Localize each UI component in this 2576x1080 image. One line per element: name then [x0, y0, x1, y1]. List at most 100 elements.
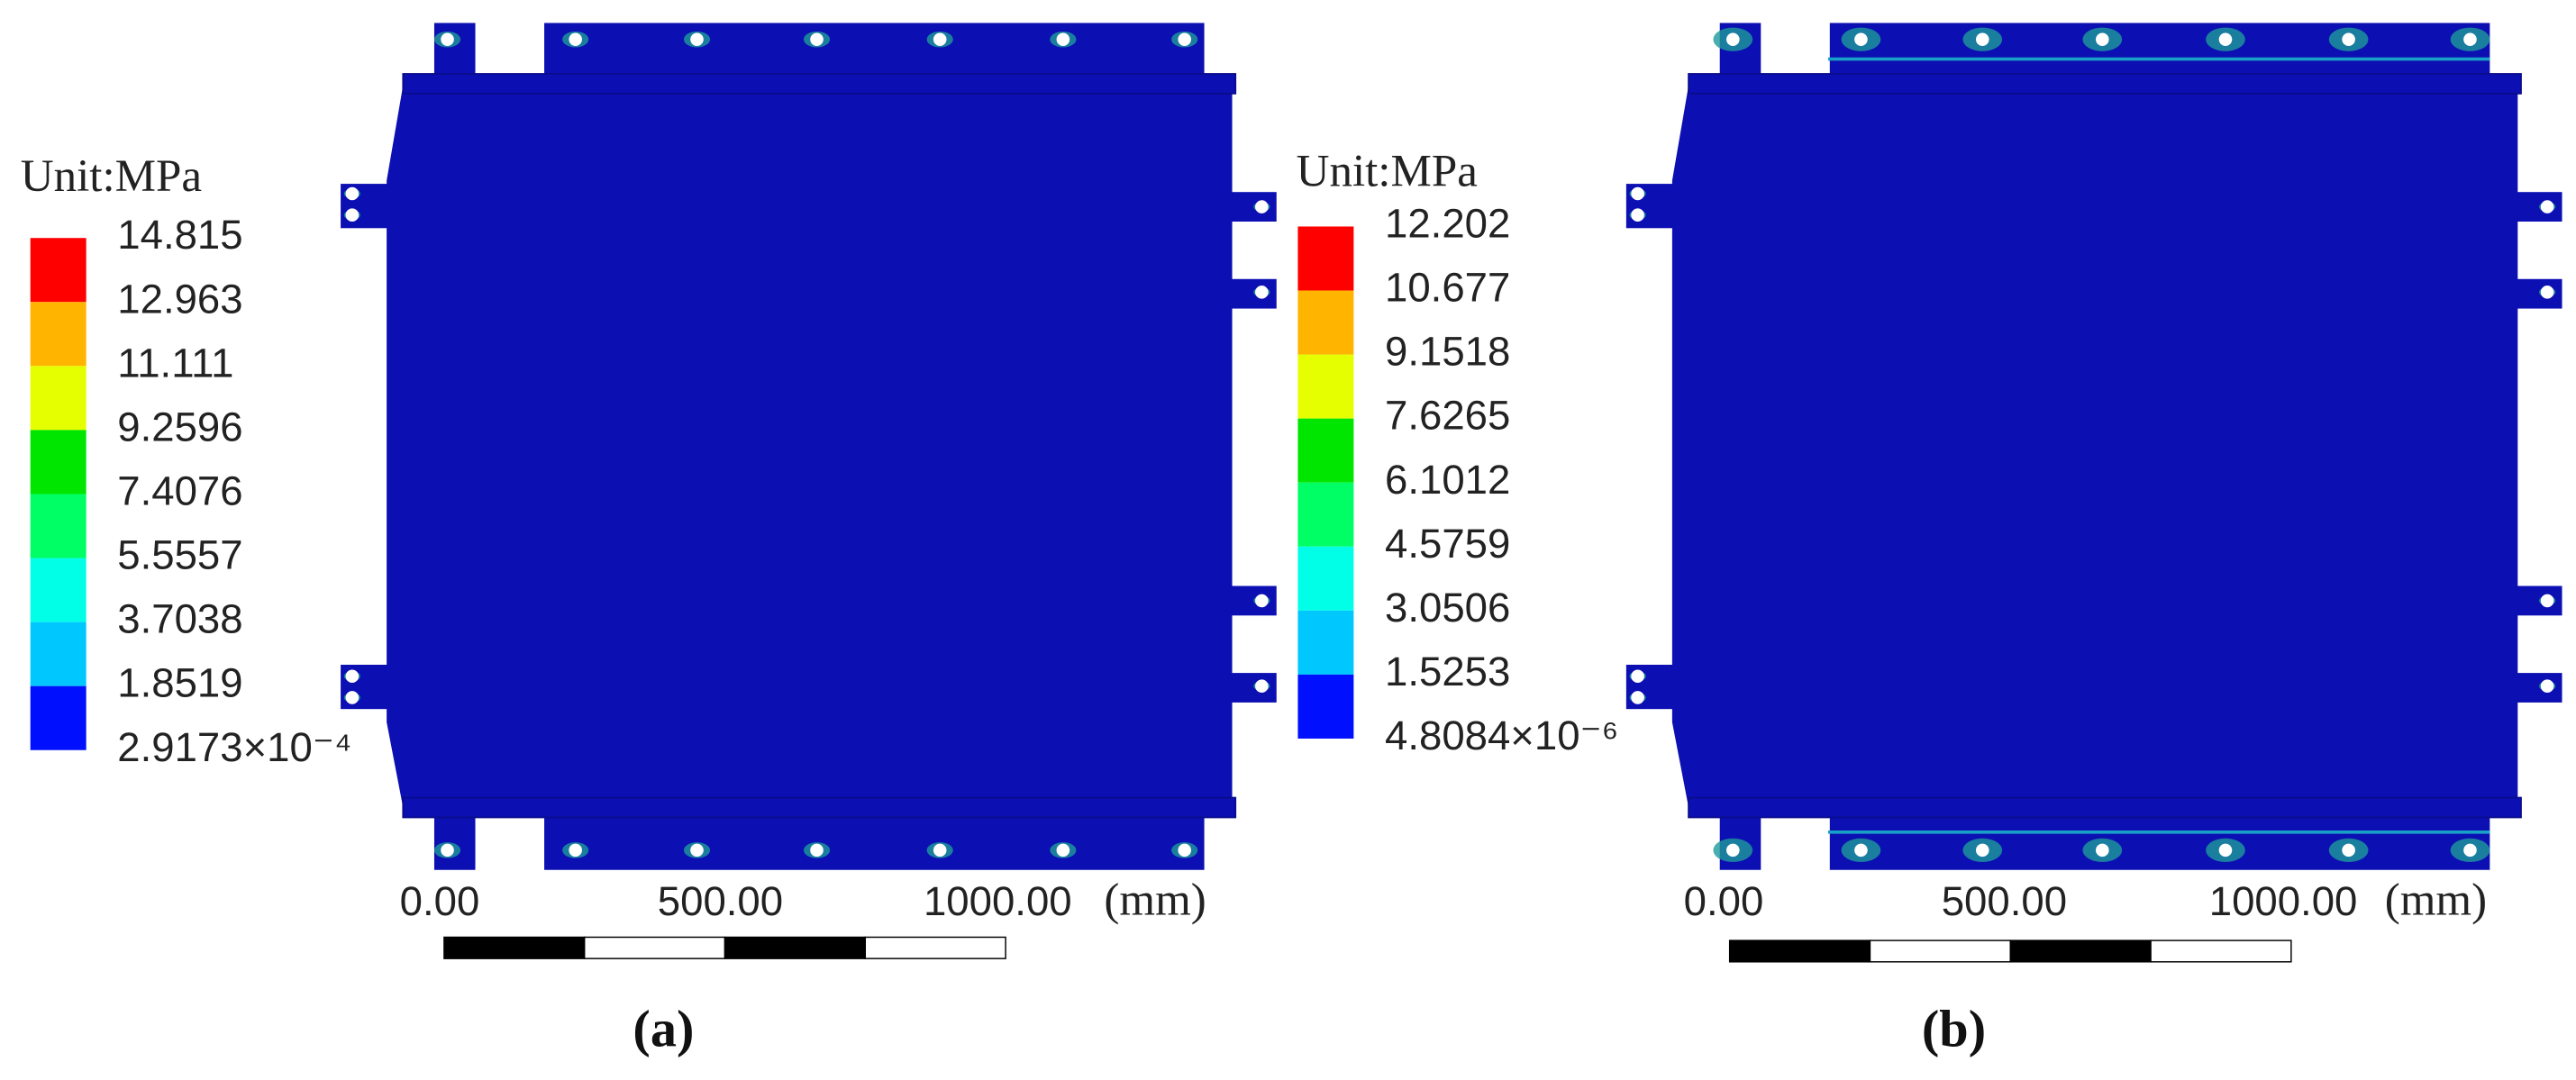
- hole: [569, 843, 582, 858]
- hole: [1975, 843, 1989, 858]
- hole: [2463, 32, 2477, 47]
- legend-label: 4.5759: [1385, 521, 1510, 567]
- legend-swatch: [30, 685, 86, 750]
- legend-swatch: [1297, 546, 1354, 611]
- legend-label: 12.202: [1385, 200, 1510, 246]
- legend-label: 3.0506: [1385, 585, 1510, 631]
- legend-swatch: [1297, 290, 1354, 355]
- scale-unit: (mm): [2385, 876, 2487, 926]
- legend-label: 1.8519: [117, 660, 242, 706]
- scale-label: 500.00: [658, 878, 783, 924]
- scale-bar-segment: [1869, 939, 2011, 963]
- flange: [1688, 73, 2522, 95]
- tab: [433, 23, 476, 76]
- hole: [2463, 843, 2477, 858]
- scale-bar-segment: [864, 936, 1006, 959]
- hole: [441, 843, 454, 858]
- hole: [2342, 32, 2355, 47]
- legend-swatch: [1297, 610, 1354, 675]
- legend-label: 3.7038: [117, 596, 242, 642]
- hole: [1255, 679, 1269, 693]
- legend-label: 11.111: [117, 340, 233, 386]
- scale-bar-segment: [724, 936, 867, 959]
- legend-swatch: [1297, 674, 1354, 739]
- legend-swatch: [1297, 354, 1354, 419]
- hole: [1726, 32, 1740, 47]
- legend-label: 12.963: [117, 276, 242, 322]
- hole: [1631, 186, 1644, 201]
- flange: [402, 73, 1237, 95]
- legend-label: 10.677: [1385, 265, 1510, 311]
- hole: [933, 32, 947, 47]
- hole: [1178, 843, 1191, 858]
- hole: [1854, 32, 1868, 47]
- scale-bar-segment: [443, 936, 586, 959]
- hole: [1056, 843, 1070, 858]
- panel: Unit:MPa 14.815 12.963 11.111 9.2596 7.4076 5.…: [21, 23, 1277, 1057]
- scale-label: 1000.00: [924, 878, 1072, 924]
- legend-title: Unit:MPa: [21, 151, 202, 202]
- hole: [345, 186, 360, 201]
- scale-bar-segment: [2009, 939, 2152, 963]
- scale-bar-segment: [583, 936, 726, 959]
- hole: [2218, 32, 2233, 47]
- hole: [2540, 286, 2554, 299]
- hole: [2218, 843, 2233, 858]
- hole: [441, 32, 454, 47]
- hole: [345, 691, 360, 704]
- legend-label: 7.6265: [1385, 393, 1510, 439]
- caption: (b): [1922, 999, 1986, 1057]
- hole: [810, 843, 824, 858]
- legend-swatch: [30, 366, 86, 431]
- hole: [2540, 594, 2554, 608]
- legend-swatch: [1297, 418, 1354, 483]
- hole: [1255, 594, 1269, 608]
- scale-label: 0.00: [400, 878, 480, 924]
- tab: [1829, 815, 2490, 870]
- hole: [1631, 691, 1644, 704]
- scale-bar-segment: [2150, 939, 2292, 963]
- legend-label: 4.8084×10⁻⁶: [1385, 712, 1618, 758]
- hole: [2096, 32, 2109, 47]
- hole: [345, 208, 360, 222]
- hole: [690, 32, 704, 47]
- legend-swatch: [30, 622, 86, 686]
- legend-swatch: [1297, 482, 1354, 547]
- scale-bar-segment: [1728, 939, 1871, 963]
- legend-label: 2.9173×10⁻⁴: [117, 724, 351, 770]
- tab: [544, 23, 1205, 76]
- legend-label: 9.2596: [117, 404, 242, 449]
- hole: [2540, 679, 2554, 693]
- hole: [1255, 200, 1269, 213]
- hole: [1631, 669, 1644, 684]
- hole: [1178, 32, 1191, 47]
- legend-swatch: [30, 302, 86, 367]
- hole: [1854, 843, 1868, 858]
- hole: [810, 32, 824, 47]
- legend-swatch: [30, 238, 86, 303]
- hole: [569, 32, 582, 47]
- legend-label: 7.4076: [117, 468, 242, 514]
- plate-body: [387, 85, 1233, 808]
- legend-swatch: [30, 558, 86, 622]
- hole: [1975, 32, 1989, 47]
- hole: [690, 843, 704, 858]
- scale-label: 500.00: [1942, 878, 2067, 924]
- legend-swatch: [1297, 226, 1354, 291]
- legend-label: 1.5253: [1385, 649, 1510, 694]
- tab: [433, 815, 476, 870]
- legend-label: 9.1518: [1385, 329, 1510, 375]
- scale-unit: (mm): [1104, 876, 1206, 926]
- hole: [1726, 843, 1740, 858]
- hole: [933, 843, 947, 858]
- tab: [1829, 23, 2490, 76]
- scale-label: 0.00: [1684, 878, 1764, 924]
- flange: [402, 796, 1237, 819]
- hole: [1255, 286, 1269, 299]
- hole: [1631, 208, 1644, 222]
- hole: [2540, 200, 2554, 213]
- hole: [2096, 843, 2109, 858]
- legend-label: 5.5557: [117, 532, 242, 578]
- hole: [345, 669, 360, 684]
